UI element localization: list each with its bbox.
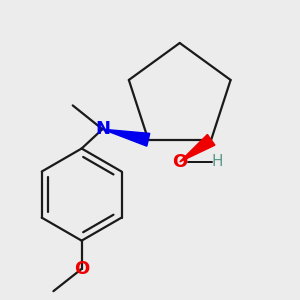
- Text: N: N: [95, 120, 110, 138]
- Polygon shape: [180, 134, 215, 162]
- Text: O: O: [74, 260, 89, 278]
- Text: H: H: [211, 154, 223, 169]
- Text: O: O: [172, 153, 187, 171]
- Polygon shape: [102, 129, 150, 146]
